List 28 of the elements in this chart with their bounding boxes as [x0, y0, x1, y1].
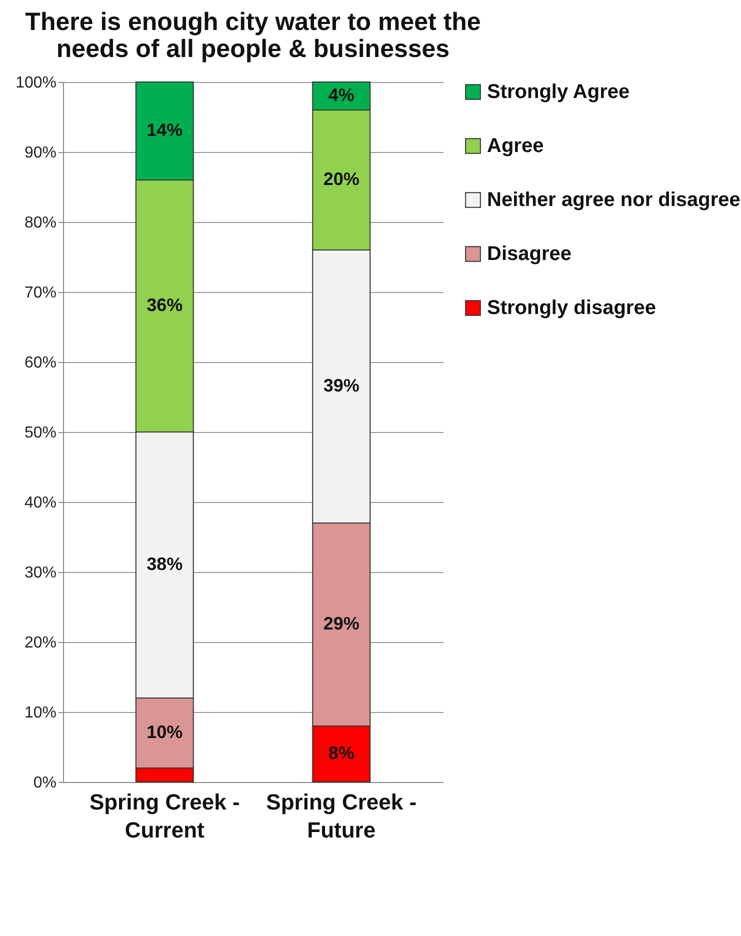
- y-tick-label: 50%: [24, 424, 56, 442]
- legend-label: Agree: [487, 135, 544, 157]
- data-label: 10%: [146, 722, 183, 742]
- data-label: 4%: [328, 85, 354, 105]
- y-tick-label: 40%: [24, 494, 56, 512]
- x-tick-label: Spring Creek - Future: [266, 790, 417, 842]
- y-tick-label: 0%: [33, 774, 56, 792]
- y-tick-label: 80%: [24, 214, 56, 232]
- y-tick-label: 100%: [16, 74, 56, 92]
- data-label: 20%: [323, 169, 360, 189]
- data-label: 14%: [146, 120, 183, 140]
- x-tick-label: Spring Creek - Current: [89, 790, 240, 842]
- y-tick-label: 70%: [24, 284, 56, 302]
- legend-label: Disagree: [487, 243, 572, 265]
- data-label: 38%: [146, 554, 183, 574]
- chart-title: There is enough city water to meet the needs of all people & businesses: [25, 8, 481, 63]
- legend-label: Strongly disagree: [487, 297, 656, 319]
- data-label: 36%: [146, 295, 183, 315]
- data-label: 29%: [323, 614, 360, 634]
- legend-label: Neither agree nor disagree: [487, 189, 740, 211]
- legend-label: Strongly Agree: [487, 81, 630, 103]
- data-label: 39%: [323, 376, 360, 396]
- data-label: 8%: [328, 743, 354, 763]
- y-tick-label: 20%: [24, 634, 56, 652]
- y-tick-label: 10%: [24, 704, 56, 722]
- y-tick-label: 60%: [24, 354, 56, 372]
- y-tick-label: 90%: [24, 144, 56, 162]
- y-tick-label: 30%: [24, 564, 56, 582]
